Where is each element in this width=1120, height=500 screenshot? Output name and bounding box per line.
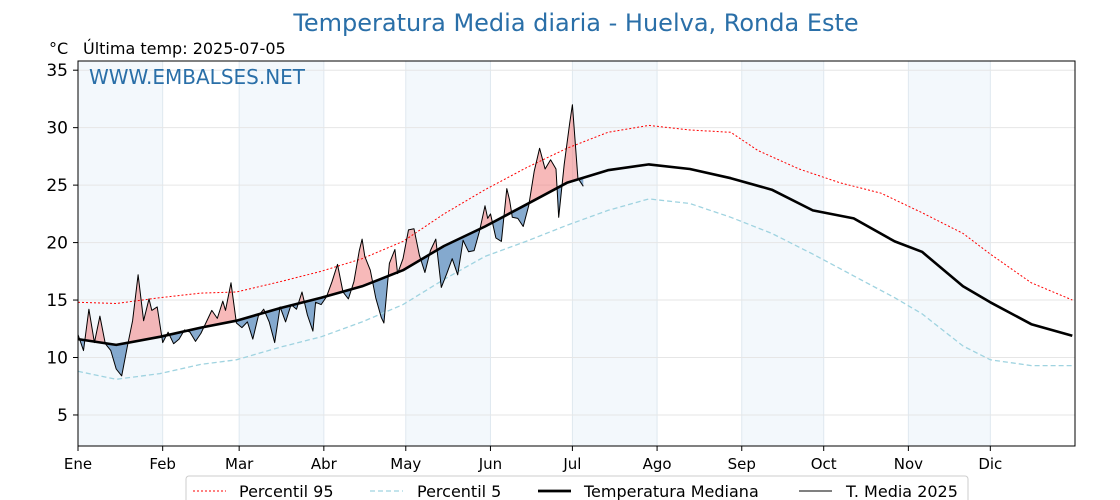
above-median-fill	[298, 292, 305, 304]
month-band	[572, 61, 658, 446]
month-band	[78, 61, 163, 446]
series-median-line	[77, 163, 1073, 347]
x-tick-label: Feb	[149, 455, 176, 473]
y-axis: 5 10 15 20 25 30 35	[46, 61, 78, 426]
legend-p95-label: Percentil 95	[239, 482, 334, 500]
y-tick-label: 20	[46, 234, 68, 254]
month-band	[239, 61, 324, 446]
x-tick-label: Oct	[811, 455, 837, 473]
above-median-fill	[351, 239, 373, 290]
legend-media2025-label: T. Media 2025	[845, 482, 958, 500]
below-median-fill	[105, 340, 129, 376]
x-tick-label: Nov	[894, 455, 923, 473]
x-tick-label: Jul	[562, 455, 581, 473]
x-tick-label: Sep	[728, 455, 756, 473]
above-median-fill	[504, 188, 512, 217]
above-median-fill	[204, 282, 237, 327]
x-tick-label: May	[390, 455, 421, 473]
month-band	[908, 61, 991, 446]
month-bands	[78, 61, 991, 446]
x-tick-label: Abr	[311, 455, 338, 473]
below-median-fill	[265, 306, 281, 343]
chart-title: Temperatura Media diaria - Huelva, Ronda…	[292, 9, 858, 37]
y-tick-label: 30	[46, 119, 68, 139]
month-band	[741, 61, 824, 446]
y-tick-label: 5	[57, 406, 68, 426]
above-median-fill	[85, 309, 95, 343]
legend: Percentil 95 Percentil 5 Temperatura Med…	[185, 475, 969, 500]
plot-area: WWW.EMBALSES.NET	[77, 60, 1076, 447]
above-median-fill	[562, 104, 580, 186]
series-2025-line	[77, 104, 584, 377]
x-tick-label: Jun	[478, 455, 502, 473]
x-tick-label: Mar	[225, 455, 254, 473]
below-median-fill	[80, 335, 86, 351]
above-median-fill	[128, 274, 162, 343]
plot-frame	[77, 60, 1076, 447]
series-lines	[77, 104, 1073, 380]
legend-box	[185, 475, 969, 500]
y-unit-label: °C	[49, 39, 68, 58]
y-tick-label: 35	[46, 61, 68, 81]
x-tick-label: Ene	[64, 455, 92, 473]
legend-median-label: Temperatura Mediana	[583, 482, 759, 500]
above-median-fill	[327, 264, 343, 296]
y-tick-label: 25	[46, 176, 68, 196]
x-tick-label: Dic	[978, 455, 1002, 473]
below-median-fill	[280, 304, 292, 322]
y-tick-label: 15	[46, 291, 68, 311]
x-tick-label: Ago	[643, 455, 672, 473]
watermark: WWW.EMBALSES.NET	[89, 65, 306, 89]
below-median-fill	[511, 201, 530, 227]
below-median-fill	[437, 227, 481, 288]
last-temp-label: Última temp: 2025-07-05	[83, 39, 286, 58]
y-tick-label: 10	[46, 349, 68, 369]
x-axis: Ene Feb Mar Abr May Jun Jul Ago Sep Oct Nov Dic	[64, 446, 1002, 473]
series-p5-line	[77, 198, 1073, 380]
above-median-fill	[95, 316, 106, 344]
series-p95-line	[77, 124, 1073, 305]
legend-p5-label: Percentil 5	[417, 482, 501, 500]
